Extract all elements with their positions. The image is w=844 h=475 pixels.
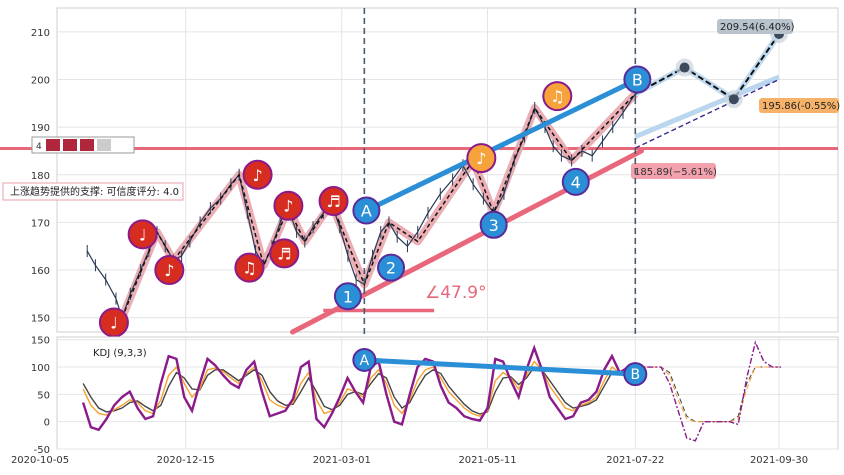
badge-icon: [80, 139, 94, 151]
projection-path: [634, 33, 780, 101]
wave-label-text: 1: [343, 287, 353, 306]
x-tick-label: 2021-05-11: [458, 455, 516, 466]
x-tick-label: 2020-12-15: [157, 455, 215, 466]
kdj-marker-text: B: [631, 367, 641, 383]
note-glyph: ♬: [277, 244, 291, 263]
kdj-ab-line: [361, 357, 638, 377]
note-glyph: ♪: [476, 149, 486, 168]
wave-label-marker: [377, 253, 406, 282]
price-y-tick: 160: [31, 266, 50, 277]
x-tick-label: 2020-10-05: [11, 455, 69, 466]
support-value-box: [631, 163, 716, 179]
price-y-tick: 170: [31, 218, 50, 229]
note-marker: [234, 252, 265, 283]
badge-count: 4: [36, 142, 42, 152]
wave-label-text: B: [632, 70, 643, 89]
support-note-box: [2, 182, 184, 201]
note-marker: [127, 219, 158, 250]
price-y-tick: 180: [31, 171, 50, 182]
note-glyph: ♫: [550, 87, 564, 106]
target-label: 209.54(6.40%): [720, 22, 795, 33]
support-note: 上涨趋势提供的支撑: 可信度评分: 4.0: [10, 185, 179, 198]
note-glyph: ♪: [252, 166, 262, 185]
note-marker: [98, 307, 129, 338]
note-glyph: ♩: [139, 225, 147, 244]
wave-label-text: 4: [571, 173, 581, 192]
wave-label-marker: [333, 282, 362, 311]
angle-label: ∠47.9°: [425, 283, 487, 303]
x-tick-label: 2021-09-30: [750, 455, 808, 466]
badge-icon: [97, 139, 111, 151]
kdj-y-tick: 100: [31, 363, 50, 374]
x-tick-label: 2021-03-01: [313, 455, 371, 466]
x-axis: 2020-10-05 2020-12-15 2021-03-01 2021-05-11…: [11, 455, 808, 466]
kdj-j-line: [81, 344, 636, 432]
projection-dashed-purple: [635, 78, 780, 149]
support-value-label: 185.89(−5.61%): [634, 167, 717, 178]
price-panel: 150160170180190200210∠47.9°209.54(6.40%)…: [0, 7, 840, 449]
wave-label-marker: [623, 65, 652, 94]
note-glyph: ♩: [110, 313, 118, 332]
note-marker: [318, 185, 349, 216]
note-marker: [466, 143, 497, 174]
kdj-title: KDJ (9,3,3): [93, 348, 147, 359]
wave-label-text: 3: [489, 216, 499, 235]
kdj-j-projection: [635, 340, 782, 442]
note-glyph: ♪: [164, 261, 174, 280]
note-marker: [269, 238, 300, 269]
ab-trendline: [363, 76, 640, 213]
note-glyph: ♫: [242, 259, 256, 278]
kdj-y-tick: 0: [44, 418, 50, 429]
badge-icon: [46, 139, 60, 151]
note-glyph: ♪: [283, 197, 293, 216]
projection-channel: [634, 74, 780, 139]
wave-label-text: 2: [386, 259, 396, 278]
kdj-y-tick: 50: [37, 390, 50, 401]
wave-label-text: A: [361, 202, 372, 221]
note-marker: [242, 159, 273, 190]
wave-label-marker: [352, 196, 381, 225]
kdj-y-tick: -50: [34, 445, 50, 456]
kdj-y-tick: 150: [31, 336, 50, 347]
note-marker: [154, 255, 185, 286]
price-y-tick: 150: [31, 314, 50, 325]
kdj-marker-text: A: [360, 353, 370, 369]
price-y-tick: 210: [31, 28, 50, 39]
kdj-marker: [352, 347, 377, 372]
price-y-tick: 190: [31, 123, 50, 134]
kdj-plot-area: [56, 336, 839, 450]
kdj-marker: [623, 362, 648, 387]
wave-label-marker: [479, 210, 508, 239]
note-marker: [542, 81, 573, 112]
x-tick-label: 2021-07-22: [606, 455, 664, 466]
wave-label-marker: [561, 167, 590, 196]
note-marker: [273, 190, 304, 221]
note-glyph: ♬: [326, 192, 340, 211]
projection-dot: [679, 62, 690, 73]
price-y-tick: 200: [31, 75, 50, 86]
projection-low-label-box: [759, 98, 839, 113]
projection-low-label: 195.86(-0.55%): [762, 101, 840, 112]
kdj-panel: -50 0 50 100 150 A B: [31, 336, 839, 456]
badge-icon: [63, 139, 77, 151]
projection-dot: [728, 94, 739, 105]
target-label-box: [717, 19, 793, 34]
